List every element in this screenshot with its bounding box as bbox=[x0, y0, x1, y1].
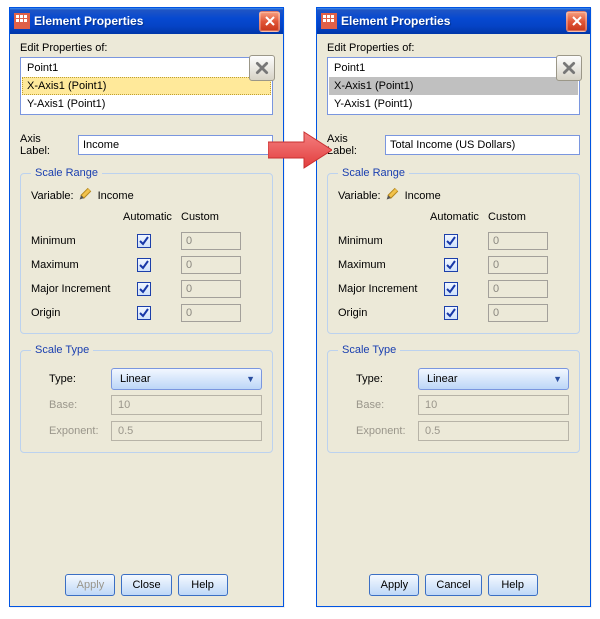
list-item[interactable]: Point1 bbox=[22, 59, 271, 77]
variable-name: Income bbox=[98, 190, 134, 202]
variable-name: Income bbox=[405, 190, 441, 202]
scale-type-combo[interactable]: Linear ▼ bbox=[418, 368, 569, 390]
minimum-auto-checkbox[interactable] bbox=[137, 234, 151, 248]
cancel-button[interactable]: Cancel bbox=[425, 574, 481, 596]
scale-type-combo[interactable]: Linear ▼ bbox=[111, 368, 262, 390]
origin-auto-checkbox[interactable] bbox=[444, 306, 458, 320]
col-custom: Custom bbox=[181, 211, 262, 223]
list-item[interactable]: Y-Axis1 (Point1) bbox=[329, 95, 578, 113]
scale-range-legend: Scale Range bbox=[31, 167, 102, 179]
list-item[interactable]: Y-Axis1 (Point1) bbox=[22, 95, 271, 113]
scale-type-group: Scale Type Type: Linear ▼ Base: 10 Expon… bbox=[327, 344, 580, 453]
scale-range-group: Scale Range Variable: Income Automatic C… bbox=[20, 167, 273, 334]
row-label-maximum: Maximum bbox=[338, 259, 430, 271]
row-label-origin: Origin bbox=[338, 307, 430, 319]
variable-caption: Variable: bbox=[338, 190, 381, 202]
window-title: Element Properties bbox=[34, 14, 259, 28]
row-label-minimum: Minimum bbox=[31, 235, 123, 247]
row-label-major-increment: Major Increment bbox=[338, 283, 430, 295]
scale-range-legend: Scale Range bbox=[338, 167, 409, 179]
variable-caption: Variable: bbox=[31, 190, 74, 202]
minimum-auto-checkbox[interactable] bbox=[444, 234, 458, 248]
exponent-input: 0.5 bbox=[418, 421, 569, 441]
delete-element-button[interactable] bbox=[249, 55, 275, 81]
major-increment-auto-checkbox[interactable] bbox=[444, 282, 458, 296]
base-caption: Base: bbox=[338, 399, 418, 411]
scale-type-legend: Scale Type bbox=[338, 344, 400, 356]
titlebar[interactable]: Element Properties bbox=[10, 8, 283, 34]
titlebar[interactable]: Element Properties bbox=[317, 8, 590, 34]
exponent-caption: Exponent: bbox=[31, 425, 111, 437]
major-increment-custom-input bbox=[488, 280, 548, 298]
maximum-auto-checkbox[interactable] bbox=[444, 258, 458, 272]
app-icon bbox=[14, 13, 30, 29]
help-button[interactable]: Help bbox=[488, 574, 538, 596]
edit-properties-label: Edit Properties of: bbox=[327, 42, 580, 54]
element-properties-dialog-after: Element Properties Edit Properties of: P… bbox=[316, 7, 591, 607]
apply-button[interactable]: Apply bbox=[369, 574, 419, 596]
minimum-custom-input bbox=[488, 232, 548, 250]
origin-custom-input bbox=[488, 304, 548, 322]
maximum-custom-input bbox=[488, 256, 548, 274]
major-increment-custom-input bbox=[181, 280, 241, 298]
minimum-custom-input bbox=[181, 232, 241, 250]
base-input: 10 bbox=[111, 395, 262, 415]
scale-type-value: Linear bbox=[120, 373, 151, 385]
col-automatic: Automatic bbox=[123, 211, 181, 223]
major-increment-auto-checkbox[interactable] bbox=[137, 282, 151, 296]
col-automatic: Automatic bbox=[430, 211, 488, 223]
scale-type-group: Scale Type Type: Linear ▼ Base: 10 Expon… bbox=[20, 344, 273, 453]
axis-label-input[interactable] bbox=[385, 135, 580, 155]
pencil-icon bbox=[383, 186, 403, 206]
base-input: 10 bbox=[418, 395, 569, 415]
type-caption: Type: bbox=[338, 373, 418, 385]
row-label-minimum: Minimum bbox=[338, 235, 430, 247]
exponent-caption: Exponent: bbox=[338, 425, 418, 437]
exponent-input: 0.5 bbox=[111, 421, 262, 441]
edit-properties-label: Edit Properties of: bbox=[20, 42, 273, 54]
close-icon[interactable] bbox=[259, 11, 280, 32]
axis-label-caption: Axis Label: bbox=[20, 133, 72, 157]
row-label-maximum: Maximum bbox=[31, 259, 123, 271]
maximum-custom-input bbox=[181, 256, 241, 274]
window-title: Element Properties bbox=[341, 14, 566, 28]
scale-range-group: Scale Range Variable: Income Automatic C… bbox=[327, 167, 580, 334]
maximum-auto-checkbox[interactable] bbox=[137, 258, 151, 272]
row-label-origin: Origin bbox=[31, 307, 123, 319]
scale-type-value: Linear bbox=[427, 373, 458, 385]
origin-auto-checkbox[interactable] bbox=[137, 306, 151, 320]
scale-type-legend: Scale Type bbox=[31, 344, 93, 356]
pencil-icon bbox=[76, 186, 96, 206]
list-item[interactable]: X-Axis1 (Point1) bbox=[329, 77, 578, 95]
help-button[interactable]: Help bbox=[178, 574, 228, 596]
list-item[interactable]: X-Axis1 (Point1) bbox=[22, 77, 271, 95]
chevron-down-icon: ▼ bbox=[553, 374, 562, 384]
list-item[interactable]: Point1 bbox=[329, 59, 578, 77]
base-caption: Base: bbox=[31, 399, 111, 411]
axis-label-input[interactable] bbox=[78, 135, 273, 155]
app-icon bbox=[321, 13, 337, 29]
element-properties-dialog-before: Element Properties Edit Properties of: P… bbox=[9, 7, 284, 607]
chevron-down-icon: ▼ bbox=[246, 374, 255, 384]
close-button[interactable]: Close bbox=[121, 574, 171, 596]
element-list[interactable]: Point1 X-Axis1 (Point1) Y-Axis1 (Point1) bbox=[20, 57, 273, 115]
col-custom: Custom bbox=[488, 211, 569, 223]
delete-element-button[interactable] bbox=[556, 55, 582, 81]
apply-button[interactable]: Apply bbox=[65, 574, 115, 596]
element-list[interactable]: Point1 X-Axis1 (Point1) Y-Axis1 (Point1) bbox=[327, 57, 580, 115]
origin-custom-input bbox=[181, 304, 241, 322]
axis-label-caption: Axis Label: bbox=[327, 133, 379, 157]
close-icon[interactable] bbox=[566, 11, 587, 32]
row-label-major-increment: Major Increment bbox=[31, 283, 123, 295]
type-caption: Type: bbox=[31, 373, 111, 385]
